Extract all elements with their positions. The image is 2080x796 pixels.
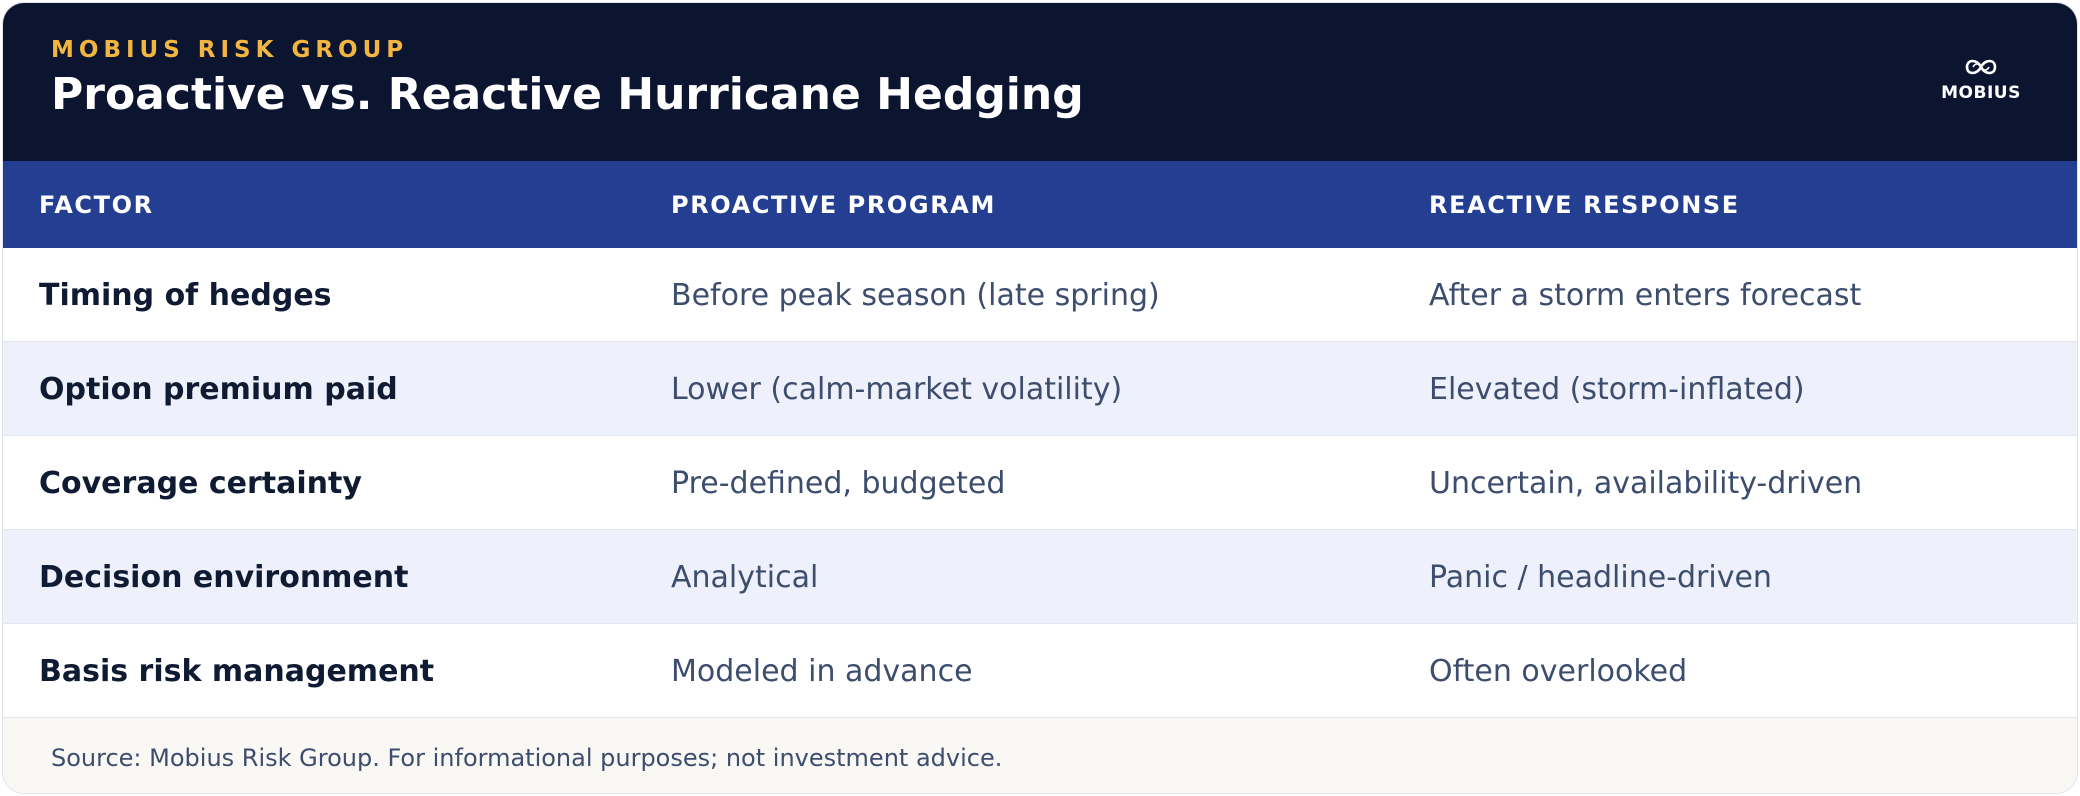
proactive-cell: Before peak season (late spring)	[671, 278, 1160, 313]
factor-cell: Option premium paid	[39, 372, 398, 407]
reactive-cell: Often overlooked	[1429, 654, 1688, 689]
proactive-cell: Analytical	[671, 560, 819, 595]
table-row: Timing of hedges Before peak season (lat…	[3, 248, 2077, 342]
reactive-cell: After a storm enters forecast	[1429, 278, 1862, 313]
column-header-reactive: REACTIVE RESPONSE	[1429, 191, 1740, 219]
table-header: FACTOR PROACTIVE PROGRAM REACTIVE RESPON…	[3, 161, 2077, 248]
table-row: Option premium paid Lower (calm-market v…	[3, 342, 2077, 436]
column-header-factor: FACTOR	[39, 191, 154, 219]
source-note: Source: Mobius Risk Group. For informati…	[51, 744, 1003, 772]
factor-cell: Decision environment	[39, 560, 409, 595]
page-title: Proactive vs. Reactive Hurricane Hedging	[51, 69, 1084, 120]
factor-cell: Timing of hedges	[39, 278, 332, 313]
reactive-cell: Uncertain, availability-driven	[1429, 466, 1863, 501]
column-header-proactive: PROACTIVE PROGRAM	[671, 191, 996, 219]
reactive-cell: Elevated (storm-inflated)	[1429, 372, 1805, 407]
proactive-cell: Pre-defined, budgeted	[671, 466, 1006, 501]
reactive-cell: Panic / headline-driven	[1429, 560, 1772, 595]
factor-cell: Basis risk management	[39, 654, 435, 689]
table-row: Decision environment Analytical Panic / …	[3, 530, 2077, 624]
mobius-logo: MOBIUS	[1933, 55, 2029, 107]
table-row: Coverage certainty Pre-defined, budgeted…	[3, 436, 2077, 530]
table-row: Basis risk management Modeled in advance…	[3, 624, 2077, 718]
proactive-cell: Modeled in advance	[671, 654, 973, 689]
header-banner: MOBIUS RISK GROUP Proactive vs. Reactive…	[3, 3, 2077, 161]
brand-eyebrow: MOBIUS RISK GROUP	[51, 37, 409, 63]
logo-wordmark: MOBIUS	[1941, 83, 2021, 103]
infinity-loop-logo-icon	[1965, 59, 1997, 75]
factor-cell: Coverage certainty	[39, 466, 362, 501]
footer: Source: Mobius Risk Group. For informati…	[3, 718, 2077, 793]
proactive-cell: Lower (calm-market volatility)	[671, 372, 1123, 407]
